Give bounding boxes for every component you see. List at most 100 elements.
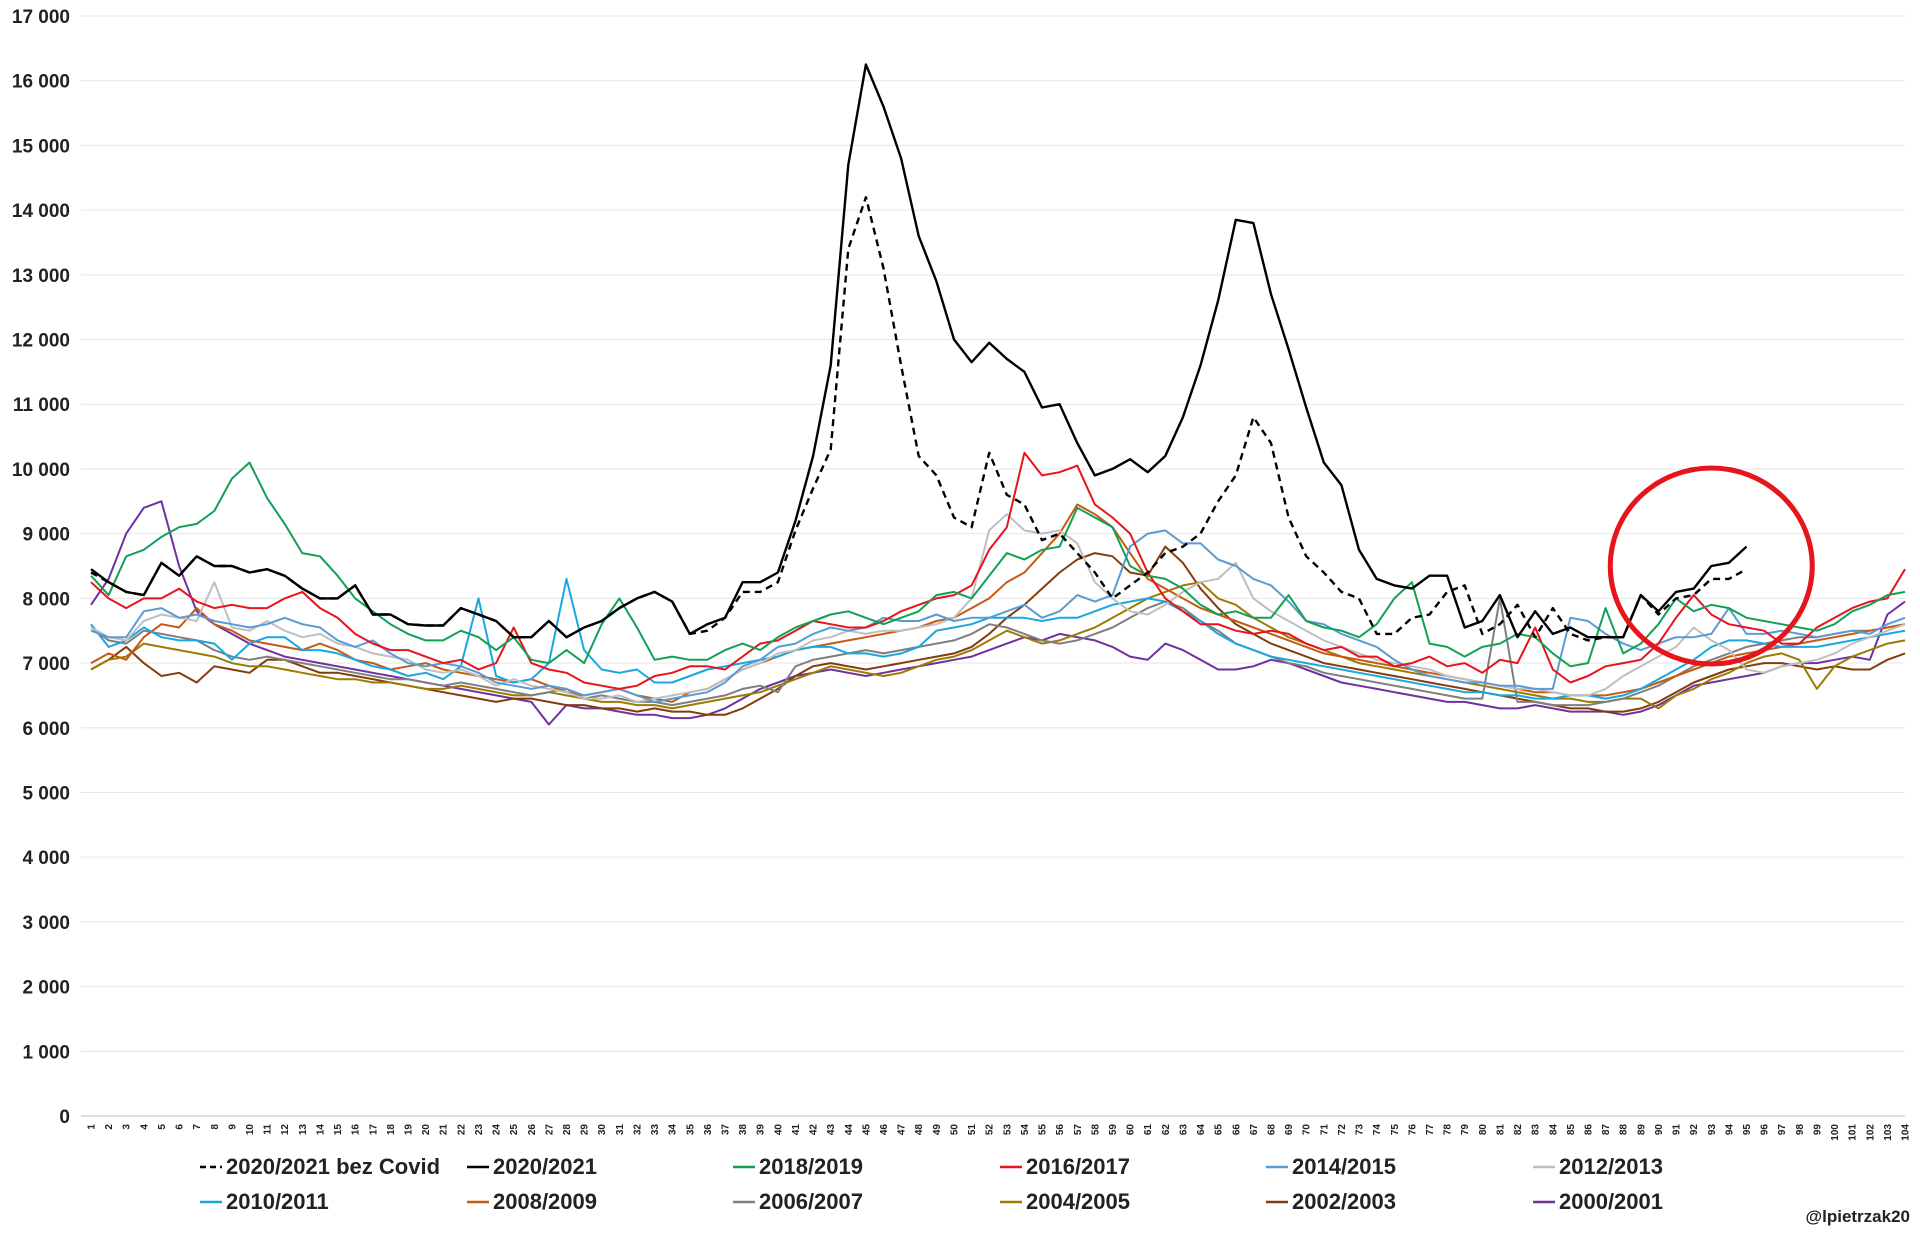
x-tick-label: 25: [509, 1124, 520, 1136]
x-tick-label: 5: [157, 1124, 168, 1130]
series-line-2020-2021-bez-covid: [90, 195, 1748, 642]
x-tick-label: 21: [439, 1124, 450, 1136]
x-tick-label: 46: [879, 1124, 890, 1136]
x-tick-label: 4: [139, 1124, 150, 1130]
x-tick-label: 88: [1619, 1124, 1630, 1136]
y-tick-label: 5 000: [22, 783, 70, 804]
annotations: [1607, 465, 1815, 667]
x-tick-label: 100: [1830, 1124, 1841, 1141]
x-tick-label: 9: [227, 1124, 238, 1130]
x-tick-label: 2: [104, 1124, 115, 1130]
series-line-2010-2011: [90, 577, 1906, 700]
series-line-2016-2017: [90, 451, 1906, 690]
x-tick-label: 70: [1302, 1124, 1313, 1136]
x-tick-label: 32: [632, 1124, 643, 1136]
x-tick-label: 80: [1478, 1124, 1489, 1136]
y-tick-label: 14 000: [12, 201, 70, 222]
series-line-2006-2007: [90, 597, 1906, 707]
x-tick-label: 73: [1355, 1124, 1366, 1136]
x-tick-label: 26: [527, 1124, 538, 1136]
x-tick-label: 65: [1214, 1124, 1225, 1136]
x-tick-label: 98: [1795, 1124, 1806, 1136]
x-tick-label: 31: [615, 1124, 626, 1136]
x-tick-label: 37: [721, 1124, 732, 1136]
legend-label: 2012/2013: [1559, 1154, 1663, 1179]
gridlines: [81, 15, 1905, 1117]
x-tick-label: 76: [1407, 1124, 1418, 1136]
y-tick-label: 8 000: [22, 589, 70, 610]
x-tick-label: 55: [1038, 1124, 1049, 1136]
x-tick-label: 14: [315, 1124, 326, 1136]
x-tick-label: 104: [1901, 1124, 1912, 1141]
x-tick-label: 81: [1495, 1124, 1506, 1136]
series-line-2020-2021: [90, 63, 1748, 639]
series-line-2008-2009: [90, 503, 1906, 703]
x-tick-label: 53: [1002, 1124, 1013, 1136]
x-tick-label: 6: [175, 1124, 186, 1130]
x-tick-label: 52: [985, 1124, 996, 1136]
x-tick-label: 87: [1601, 1124, 1612, 1136]
x-tick-label: 29: [580, 1124, 591, 1136]
x-tick-label: 35: [685, 1124, 696, 1136]
series-line-2018-2019: [90, 461, 1906, 668]
x-tick-label: 102: [1865, 1124, 1876, 1141]
x-tick-label: 62: [1161, 1124, 1172, 1136]
x-tick-label: 3: [122, 1124, 133, 1130]
x-tick-label: 49: [932, 1124, 943, 1136]
x-tick-label: 19: [404, 1124, 415, 1136]
y-tick-label: 16 000: [12, 72, 70, 93]
x-axis-tick-labels: 1 2 3 4 5 6 7 8 9 10 11 12 13 14 15 16 17 18 19 20 21 22 23 24 2…: [87, 1124, 1912, 1141]
x-tick-label: 79: [1460, 1124, 1471, 1136]
x-tick-label: 27: [544, 1124, 555, 1136]
legend-label: 2008/2009: [493, 1189, 597, 1214]
x-tick-label: 89: [1636, 1124, 1647, 1136]
x-tick-label: 97: [1777, 1124, 1788, 1136]
x-tick-label: 92: [1689, 1124, 1700, 1136]
legend-label: 2018/2019: [759, 1154, 863, 1179]
legend-label: 2004/2005: [1026, 1189, 1130, 1214]
x-tick-label: 42: [809, 1124, 820, 1136]
y-tick-label: 2 000: [22, 978, 70, 999]
x-tick-label: 48: [914, 1124, 925, 1136]
series-lines: [90, 63, 1906, 726]
x-tick-label: 43: [826, 1124, 837, 1136]
x-tick-label: 93: [1707, 1124, 1718, 1136]
x-tick-label: 18: [386, 1124, 397, 1136]
x-tick-label: 61: [1143, 1124, 1154, 1136]
y-tick-label: 10 000: [12, 460, 70, 481]
x-tick-label: 66: [1231, 1124, 1242, 1136]
legend-label: 2016/2017: [1026, 1154, 1130, 1179]
x-tick-label: 94: [1724, 1124, 1735, 1136]
x-tick-label: 17: [368, 1124, 379, 1136]
x-tick-label: 71: [1319, 1124, 1330, 1136]
series-line-2014-2015: [90, 529, 1906, 703]
y-tick-label: 0: [59, 1107, 70, 1128]
x-tick-label: 99: [1812, 1124, 1823, 1136]
highlight-circle: [1607, 465, 1815, 667]
x-tick-label: 83: [1531, 1124, 1542, 1136]
y-tick-label: 6 000: [22, 719, 70, 740]
x-tick-label: 28: [562, 1124, 573, 1136]
x-tick-label: 45: [861, 1124, 872, 1136]
y-tick-label: 3 000: [22, 913, 70, 934]
x-tick-label: 72: [1337, 1124, 1348, 1136]
x-tick-label: 54: [1020, 1124, 1031, 1136]
y-axis-tick-labels: 0 1 000 2 000 3 000 4 000 5 000 6 000 7 000 8 00…: [12, 7, 70, 1128]
x-tick-label: 20: [421, 1124, 432, 1136]
x-tick-label: 33: [650, 1124, 661, 1136]
legend: 2020/2021 bez Covid 2020/2021 2018/2019 201…: [200, 1154, 1663, 1214]
x-tick-label: 95: [1742, 1124, 1753, 1136]
x-tick-label: 84: [1548, 1124, 1559, 1136]
x-tick-label: 96: [1760, 1124, 1771, 1136]
x-tick-label: 15: [333, 1124, 344, 1136]
y-tick-label: 7 000: [22, 654, 70, 675]
x-tick-label: 69: [1284, 1124, 1295, 1136]
legend-label: 2010/2011: [226, 1189, 329, 1214]
x-tick-label: 78: [1443, 1124, 1454, 1136]
y-tick-label: 13 000: [12, 266, 70, 287]
x-tick-label: 58: [1090, 1124, 1101, 1136]
credit-text: @lpietrzak20: [1806, 1207, 1910, 1226]
x-tick-label: 91: [1672, 1124, 1683, 1136]
x-tick-label: 68: [1266, 1124, 1277, 1136]
